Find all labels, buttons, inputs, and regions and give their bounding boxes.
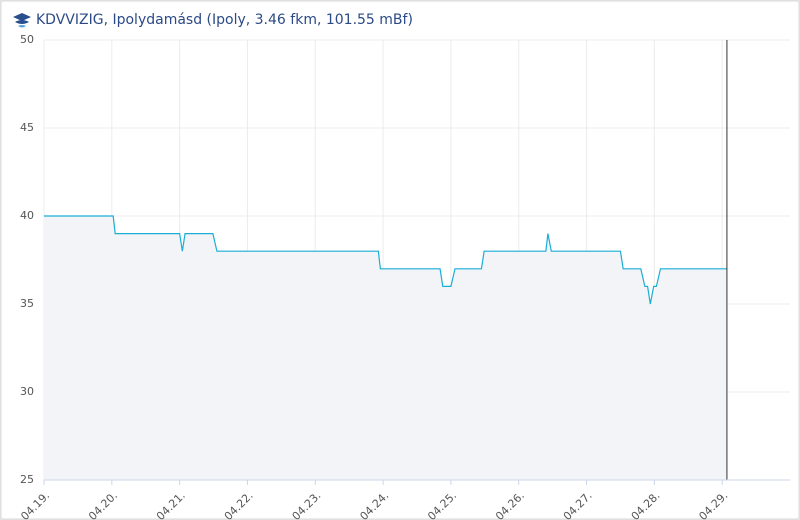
- area: [44, 216, 727, 480]
- y-tick-label: 40: [20, 209, 34, 222]
- y-tick-label: 45: [20, 121, 34, 134]
- y-tick-label: 30: [20, 385, 34, 398]
- logo: [13, 13, 31, 28]
- line: [44, 215, 727, 305]
- y-tick-label: 25: [20, 473, 34, 486]
- chart-title: KDVVIZIG, Ipolydamásd (Ipoly, 3.46 fkm, …: [36, 12, 413, 28]
- y-tick-label: 35: [20, 297, 34, 310]
- y-tick-label: 50: [20, 33, 34, 46]
